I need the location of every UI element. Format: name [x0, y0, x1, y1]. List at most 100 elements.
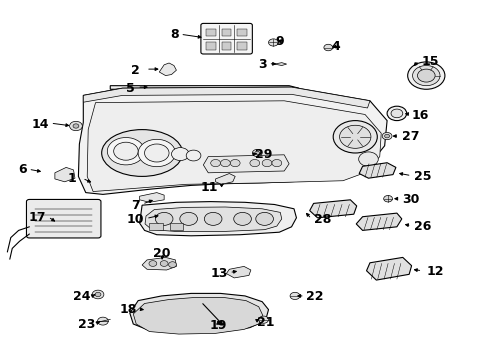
Text: 21: 21: [257, 316, 275, 329]
Text: 2: 2: [131, 64, 140, 77]
Circle shape: [98, 317, 108, 325]
Circle shape: [145, 144, 169, 162]
Bar: [222, 28, 231, 36]
Circle shape: [417, 69, 435, 82]
Circle shape: [408, 62, 445, 89]
Polygon shape: [203, 155, 289, 173]
Text: 26: 26: [414, 220, 431, 233]
Text: 7: 7: [131, 199, 140, 212]
Polygon shape: [145, 207, 282, 231]
Circle shape: [413, 66, 440, 86]
Circle shape: [252, 149, 262, 157]
FancyBboxPatch shape: [26, 199, 101, 238]
Text: 9: 9: [275, 35, 284, 48]
Circle shape: [272, 159, 282, 167]
Circle shape: [333, 121, 377, 153]
Circle shape: [211, 159, 220, 167]
Circle shape: [256, 212, 273, 225]
Circle shape: [385, 134, 390, 138]
Circle shape: [290, 292, 300, 300]
Circle shape: [359, 152, 378, 166]
Circle shape: [269, 39, 278, 46]
Polygon shape: [55, 167, 75, 182]
Text: 25: 25: [414, 170, 432, 183]
Text: 29: 29: [255, 148, 272, 161]
Polygon shape: [310, 200, 357, 218]
Text: 30: 30: [402, 193, 419, 206]
Polygon shape: [130, 293, 269, 333]
Text: 14: 14: [31, 118, 49, 131]
Text: 18: 18: [120, 303, 137, 316]
Polygon shape: [78, 87, 387, 194]
Text: 1: 1: [67, 172, 76, 185]
Text: 3: 3: [258, 58, 267, 71]
Circle shape: [255, 151, 260, 155]
Polygon shape: [110, 86, 299, 91]
Bar: [222, 42, 231, 49]
Text: 22: 22: [306, 291, 324, 303]
Circle shape: [384, 195, 392, 202]
Text: 13: 13: [211, 267, 228, 280]
Text: 19: 19: [209, 319, 227, 332]
Circle shape: [114, 142, 138, 160]
Circle shape: [230, 159, 240, 167]
Circle shape: [391, 109, 403, 118]
Circle shape: [107, 138, 145, 165]
Circle shape: [155, 212, 173, 225]
Polygon shape: [226, 266, 251, 278]
Text: 23: 23: [78, 318, 96, 330]
Circle shape: [234, 212, 251, 225]
Polygon shape: [274, 63, 287, 66]
Bar: [149, 223, 163, 230]
Circle shape: [204, 212, 222, 225]
Circle shape: [262, 159, 272, 167]
Text: 8: 8: [170, 28, 179, 41]
Text: 27: 27: [402, 130, 419, 143]
Circle shape: [180, 212, 197, 225]
Text: 20: 20: [153, 247, 171, 260]
Text: 16: 16: [412, 109, 429, 122]
Circle shape: [160, 261, 168, 266]
Text: 10: 10: [127, 213, 145, 226]
Circle shape: [149, 261, 157, 266]
Circle shape: [138, 139, 175, 167]
Polygon shape: [159, 63, 176, 76]
Text: 11: 11: [200, 181, 218, 194]
Text: 28: 28: [314, 213, 331, 226]
Circle shape: [95, 292, 101, 297]
Text: 15: 15: [421, 55, 439, 68]
Polygon shape: [87, 101, 381, 192]
Polygon shape: [142, 257, 176, 270]
Polygon shape: [140, 193, 164, 202]
Bar: [238, 42, 247, 49]
Ellipse shape: [101, 130, 182, 176]
Text: 17: 17: [29, 211, 47, 224]
Circle shape: [387, 106, 407, 121]
Bar: [206, 42, 216, 49]
Text: 5: 5: [126, 82, 135, 95]
Circle shape: [382, 132, 392, 140]
Polygon shape: [359, 163, 396, 178]
Polygon shape: [83, 87, 370, 108]
Circle shape: [70, 121, 82, 131]
Polygon shape: [367, 257, 412, 280]
Circle shape: [186, 150, 201, 161]
Bar: [206, 28, 216, 36]
Circle shape: [324, 44, 333, 51]
Circle shape: [169, 262, 176, 267]
Text: 6: 6: [18, 163, 27, 176]
Polygon shape: [133, 297, 263, 334]
Polygon shape: [216, 174, 235, 184]
Circle shape: [220, 159, 230, 167]
Polygon shape: [356, 213, 402, 230]
Circle shape: [92, 290, 104, 299]
Bar: [238, 28, 247, 36]
FancyBboxPatch shape: [201, 23, 252, 54]
Circle shape: [250, 159, 260, 167]
Circle shape: [259, 316, 269, 323]
Circle shape: [172, 148, 189, 161]
Polygon shape: [140, 202, 296, 236]
Text: 4: 4: [332, 40, 341, 53]
Text: 24: 24: [73, 291, 91, 303]
Circle shape: [340, 125, 371, 148]
